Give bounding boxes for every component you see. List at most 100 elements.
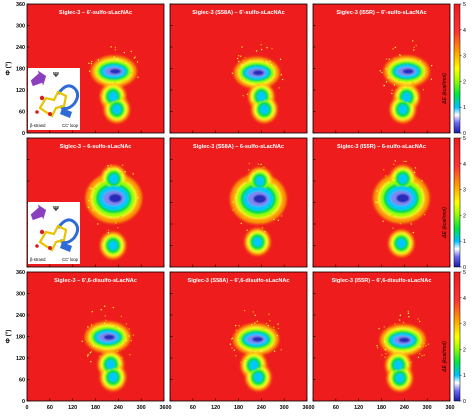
panel-9: Siglec-3 (I55R) – 6',6-disulfo-sLacNAc 0 6… [312,270,467,417]
speckle [100,94,103,96]
speckle [385,68,387,70]
y-tick-label: 360 [16,2,25,8]
colorbar [453,3,461,134]
speckle [128,328,130,330]
speckle [117,227,119,229]
speckle [240,212,242,215]
well-core-cyan [253,372,263,383]
speckle [113,56,115,58]
speckle [114,49,117,51]
speckle [424,213,426,216]
speckle [90,60,93,63]
x-tick-label: 60 [47,405,53,411]
panel-2: Siglec-3 (S58A) – 6'-sulfo-sLacNAc [169,3,308,134]
speckle [240,222,242,225]
speckle [91,187,93,190]
speckle [90,63,93,65]
panel-title: Siglec-3 (S58A) – 6'-sulfo-sLacNAc [192,10,284,16]
speckle [281,78,284,81]
colorbar-tick-label: 5 [463,2,466,8]
speckle [393,163,395,166]
structure-inset: Ψβ-strand CC' loop [28,68,80,130]
speckle [273,218,275,221]
x-tick-label: 0 [169,405,172,411]
speckle [406,85,409,87]
speckle [130,50,132,53]
colorbar-tick-label: 3 [463,188,466,194]
speckle [266,60,268,63]
well-core-blue [402,68,414,74]
speckle [399,54,401,56]
x-tick-label: 300 [137,405,146,411]
colorbar-tick-label: 0 [463,265,466,271]
speckle [273,350,276,352]
speckle [116,168,118,170]
speckle [397,328,399,330]
colorbar-label: ΔE (kcal/mol) [442,341,448,373]
y-tick-label: 240 [16,45,25,51]
speckle [238,325,240,327]
speckle [410,361,412,364]
colorbar-tick-label: 2 [463,213,466,219]
speckle [280,349,282,351]
y-tick-label: 120 [16,88,25,94]
speckle [376,344,378,347]
x-tick-label: 120 [68,405,77,411]
speckle [410,223,412,225]
speckle [387,328,390,330]
speckle [280,74,283,76]
well-core-cyan [108,91,118,102]
speckle [110,46,112,48]
speckle [415,44,417,47]
speckle [393,351,395,353]
speckle [260,163,262,166]
x-tick-label: 300 [280,405,289,411]
speckle [391,92,393,95]
speckle [137,197,139,199]
speckle [412,81,414,84]
well-core-blue [398,337,410,343]
speckle [90,360,92,363]
panel-3: Siglec-3 (I55R) – 6'-sulfo-sLacNAc 0 1 2 3 4 5… [312,2,466,137]
speckle [238,67,241,69]
speckle [379,70,381,72]
speckle [124,80,127,82]
speckle [256,320,259,322]
well-core-cyan [402,92,412,103]
speckle [237,54,240,57]
speckle [237,60,240,63]
inset-label-cc-loop: CC' loop [62,257,79,262]
speckle [269,60,271,63]
y-axis-label: Φ (°) [4,62,12,76]
speckle [269,64,272,66]
speckle [114,46,117,49]
speckle [392,48,394,50]
speckle [132,334,135,336]
speckle [413,171,416,174]
speckle [249,59,251,62]
speckle [88,62,90,65]
colorbar-tick-label: 2 [463,79,466,85]
ligand-sticks-icon [38,90,68,118]
speckle [378,328,380,330]
speckle [376,347,379,349]
speckle [103,322,106,324]
speckle [123,94,126,96]
speckle [263,327,265,330]
y-tick-label: 240 [16,313,25,319]
speckle [110,164,112,166]
speckle [137,76,139,78]
speckle [235,355,237,357]
speckle [114,221,117,223]
speckle [97,223,99,225]
x-tick-label: 240 [400,405,409,411]
speckle [236,57,239,60]
speckle [269,94,272,96]
inset-label-cc-loop: CC' loop [62,123,79,128]
colorbar-tick-label: 5 [463,270,466,276]
x-tick-label: 60 [333,405,339,411]
low-energy-cores [94,330,121,383]
colorbar-tick-label: 1 [463,105,466,111]
well-core-blue [108,193,122,203]
speckle [134,56,137,58]
